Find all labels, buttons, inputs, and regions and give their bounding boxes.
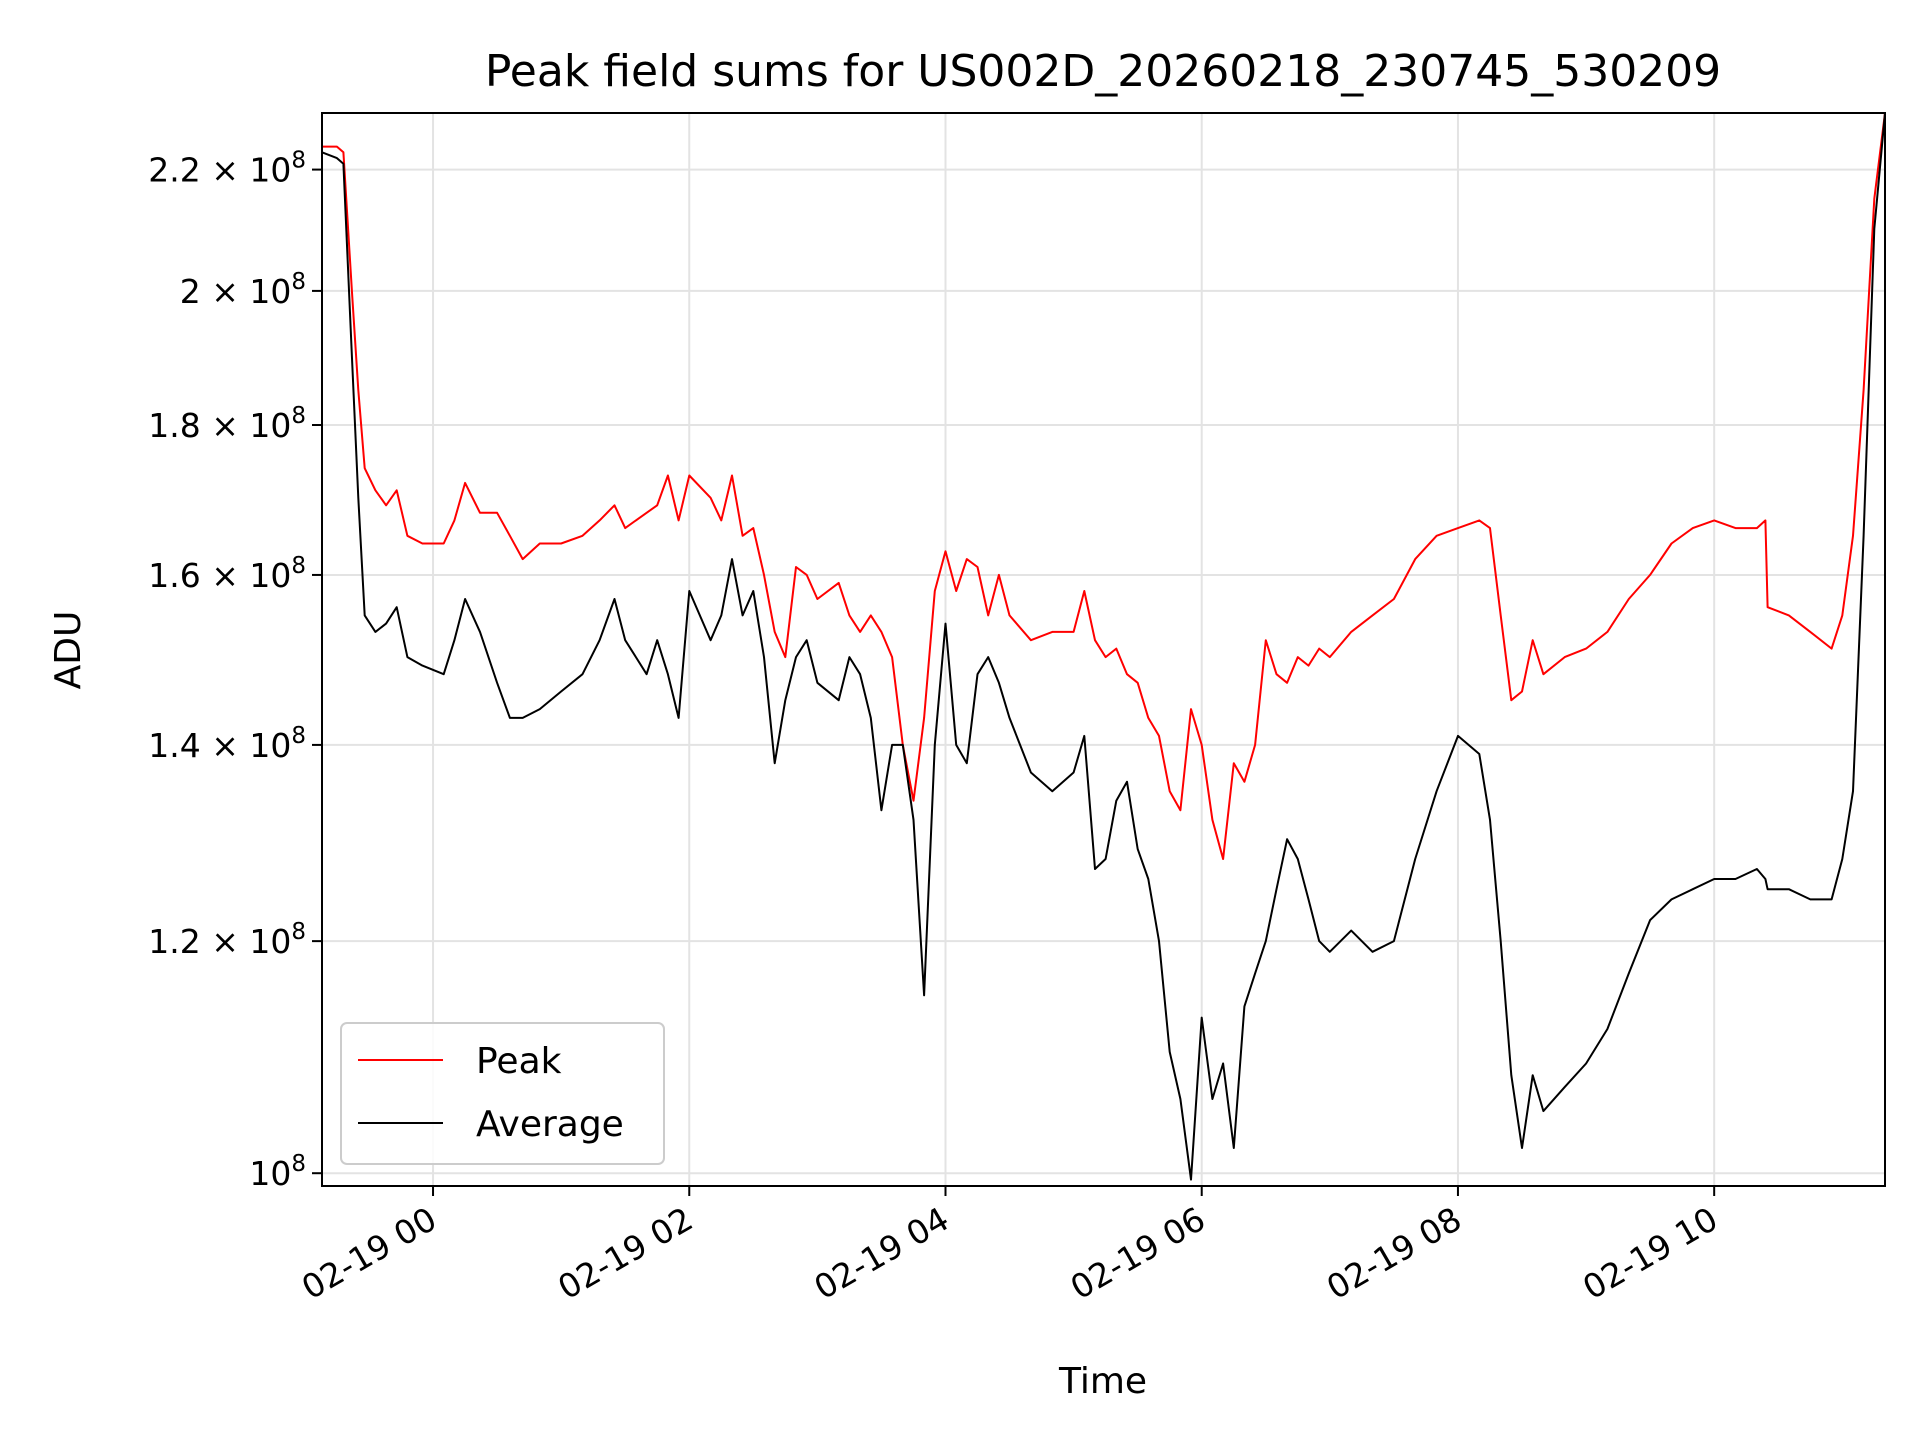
average-series-line [321,112,1886,1181]
legend-box [340,1022,665,1165]
average-legend-label: Average [476,1104,624,1145]
plot-frame [321,112,1886,1187]
y-tick-label-exponent: 8 [291,148,306,174]
chart-title: Peak field sums for US002D_20260218_2307… [485,46,1721,97]
y-tick-label-base: 1.8 × 10 [148,406,291,445]
y-tick-label-base: 1.6 × 10 [148,556,291,595]
y-tick-label-exponent: 8 [291,269,306,295]
x-axis-label: Time [1058,1361,1147,1402]
y-axis-label: ADU [48,611,89,690]
y-tick-label-base: 2.2 × 10 [148,151,291,190]
peak-legend-label: Peak [476,1041,562,1082]
y-tick-label: 2 × 108 [180,269,306,311]
y-tick-label: 1.8 × 108 [148,403,306,445]
legend: Peak Average [340,1022,665,1165]
y-tick-label-exponent: 8 [291,403,306,429]
y-tick-label: 1.2 × 108 [148,919,306,961]
y-tick-label-base: 1.4 × 10 [148,726,291,765]
y-tick-label-base: 10 [249,1154,291,1193]
y-tick-label: 2.2 × 108 [148,148,306,190]
y-tick-label: 1.6 × 108 [148,553,306,595]
y-tick-label-base: 2 × 10 [180,272,292,311]
y-tick-label-exponent: 8 [291,1151,306,1177]
peak-series-line [322,112,1886,860]
y-tick-label-exponent: 8 [291,553,306,579]
y-tick-label-exponent: 8 [291,723,306,749]
y-tick-label-exponent: 8 [291,919,306,945]
y-tick-label-base: 1.2 × 10 [148,922,291,961]
y-tick-label: 108 [249,1151,306,1193]
grid [322,113,1885,1186]
series-lines [321,112,1886,1181]
y-tick-label: 1.4 × 108 [148,723,306,765]
